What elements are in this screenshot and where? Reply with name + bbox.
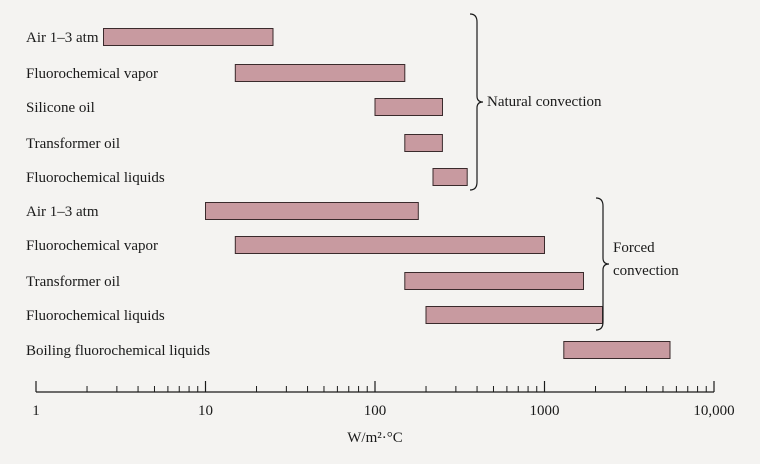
range-bar <box>234 236 546 254</box>
category-label: Transformer oil <box>26 274 120 290</box>
brace-natural-convection <box>469 13 484 191</box>
category-label: Air 1–3 atm <box>26 204 99 220</box>
category-label: Boiling fluorochemical liquids <box>26 343 210 359</box>
range-bar <box>563 341 671 359</box>
x-axis-label: W/m²·°C <box>347 430 403 446</box>
brace-forced-convection <box>595 197 610 331</box>
x-tick-label: 1000 <box>530 403 560 419</box>
category-label: Fluorochemical liquids <box>26 308 165 324</box>
range-bar <box>425 306 603 324</box>
category-label: Fluorochemical vapor <box>26 66 158 82</box>
range-bar <box>205 202 419 220</box>
category-label: Fluorochemical liquids <box>26 170 165 186</box>
x-tick-label: 10,000 <box>693 403 734 419</box>
x-tick-label: 100 <box>364 403 387 419</box>
category-label: Silicone oil <box>26 100 95 116</box>
group-label: convection <box>613 263 679 279</box>
range-bar <box>374 98 443 116</box>
category-label: Air 1–3 atm <box>26 30 99 46</box>
x-tick-label: 1 <box>32 403 40 419</box>
range-bar <box>234 64 406 82</box>
x-tick-label: 10 <box>198 403 213 419</box>
group-label: Forced <box>613 240 655 256</box>
range-bar <box>432 168 468 186</box>
range-bar <box>103 28 274 46</box>
range-bar <box>404 134 443 152</box>
range-bar <box>404 272 584 290</box>
category-label: Transformer oil <box>26 136 120 152</box>
group-label: Natural convection <box>487 94 602 110</box>
category-label: Fluorochemical vapor <box>26 238 158 254</box>
